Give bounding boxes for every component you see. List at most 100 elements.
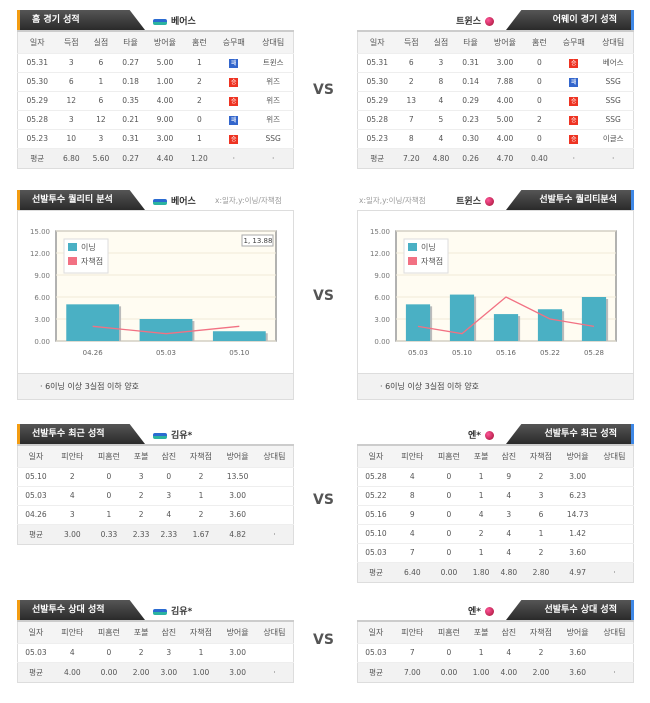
column-header: 피홈런 xyxy=(430,621,468,643)
win-badge: 승 xyxy=(229,77,239,87)
table-cell: 8 xyxy=(396,128,427,148)
table-cell: 3 xyxy=(154,642,183,662)
quality-left-panel: 선발투수 퀄리티 분석 베어스 x:일자,y:이닝/자책점 0.00 3.00 6.… xyxy=(17,190,294,400)
table-cell: 위즈 xyxy=(253,90,294,110)
innings-bar xyxy=(581,297,607,341)
table-cell: 05.03 xyxy=(17,642,54,662)
table-cell: 0.40 xyxy=(524,147,555,168)
table-cell: 0.21 xyxy=(115,109,146,129)
table-cell: 4 xyxy=(393,523,431,543)
table-cell: 2 xyxy=(182,504,220,524)
table-cell: 0 xyxy=(90,642,128,662)
column-header: 방어율 xyxy=(485,31,525,53)
table-cell: 10 xyxy=(56,128,87,148)
table-cell: 1 xyxy=(182,642,220,662)
pitcher-name: 김유* xyxy=(171,607,193,617)
pitcher-name: 엔* xyxy=(468,431,481,441)
team-name: 트윈스 xyxy=(456,17,481,27)
column-header: 피홈런 xyxy=(90,445,128,467)
away-games-table: 일자 득점 실점 타율 방어율 홈런 승무패 상대팀 05.31 6 3 0.31 3.00 0 승 베어스 0… xyxy=(357,30,634,169)
table-cell: 패 xyxy=(554,71,594,91)
table-cell: 3.00 xyxy=(219,642,256,662)
table-cell: 6.80 xyxy=(56,147,87,168)
table-row: 05.22 8 0 1 4 3 6.23 xyxy=(357,485,634,505)
y-tick-label: 12.00 xyxy=(30,250,50,258)
table-row: 05.23 10 3 0.31 3.00 1 승 SSG xyxy=(17,128,294,148)
table-cell: 13 xyxy=(396,90,427,110)
column-header: 홈런 xyxy=(524,31,555,53)
table-cell: 05.28 xyxy=(17,109,57,129)
table-cell: 2 xyxy=(184,71,215,91)
column-header: 일자 xyxy=(357,621,394,643)
table-cell: 2 xyxy=(524,109,555,129)
section-title: 선발투수 상대 성적 xyxy=(17,600,145,620)
column-header: 피안타 xyxy=(393,445,431,467)
table-cell: 05.29 xyxy=(17,90,57,110)
table-cell: 2 xyxy=(182,466,220,486)
table-cell: 베어스 xyxy=(593,52,634,72)
table-header-row: 일자 피안타 피홈런 포볼 삼진 자책점 방어율 상대팀 xyxy=(17,621,294,643)
table-cell: 0.14 xyxy=(455,71,486,91)
table-cell: 3 xyxy=(522,485,560,505)
average-row: 평균 4.00 0.00 2.00 3.00 1.00 3.00 · xyxy=(17,661,294,682)
win-badge: 승 xyxy=(569,134,579,144)
table-header-row: 일자 피안타 피홈런 포볼 삼진 자책점 방어율 상대팀 xyxy=(357,445,634,467)
table-cell: 6.40 xyxy=(393,561,431,582)
vs-right-table: 일자 피안타 피홈런 포볼 삼진 자책점 방어율 상대팀 05.03 7 0 1 4 2 3.60 평균 7.0… xyxy=(357,620,634,683)
table-cell: 0.18 xyxy=(115,71,146,91)
x-tick-label: 05.10 xyxy=(229,349,249,357)
win-badge: 승 xyxy=(569,96,579,106)
team-label: 베어스 xyxy=(153,14,196,27)
recent-right-panel: 선발투수 최근 성적 엔* 일자 피안타 피홈런 포볼 삼진 자책점 방어율 상대팀 05.28… xyxy=(357,424,634,583)
table-row: 05.28 4 0 1 9 2 3.00 xyxy=(357,466,634,486)
legend-label: 자책점 xyxy=(81,256,103,266)
column-header: 상대팀 xyxy=(255,621,294,643)
table-cell: 9 xyxy=(494,466,523,486)
bears-logo-icon xyxy=(153,18,167,25)
average-row: 평균 3.00 0.33 2.33 2.33 1.67 4.82 · xyxy=(17,523,294,544)
column-header: 자책점 xyxy=(522,445,560,467)
column-header: 포볼 xyxy=(127,621,155,643)
table-row: 05.29 13 4 0.29 4.00 0 승 SSG xyxy=(357,90,634,110)
x-tick-label: 05.22 xyxy=(540,349,560,357)
table-cell: 05.28 xyxy=(357,109,397,129)
table-cell: 0.23 xyxy=(455,109,486,129)
team-name: 트윈스 xyxy=(456,197,481,207)
column-header: 방어율 xyxy=(559,621,596,643)
table-cell: 3.00 xyxy=(145,128,185,148)
footnote-text: 6이닝 이상 3실점 이하 양호 xyxy=(385,382,480,391)
bears-logo-icon xyxy=(153,608,167,615)
table-cell: 1 xyxy=(184,128,215,148)
table-cell: 05.10 xyxy=(17,466,54,486)
table-cell: 1.67 xyxy=(182,523,220,544)
table-cell: · xyxy=(255,523,294,544)
table-cell: 13.50 xyxy=(219,466,256,486)
column-header: 실점 xyxy=(426,31,456,53)
vs-label: VS xyxy=(313,632,334,648)
legend-swatch xyxy=(408,243,417,251)
table-cell: 패 xyxy=(214,109,254,129)
table-cell: 7 xyxy=(393,542,431,562)
column-header: 피안타 xyxy=(53,621,91,643)
table-cell: 4.00 xyxy=(53,661,91,682)
vs-right-panel: 선발투수 상대 성적 엔* 일자 피안타 피홈런 포볼 삼진 자책점 방어율 상대팀 05.03… xyxy=(357,600,634,683)
table-cell: SSG xyxy=(253,128,294,148)
table-cell: 1 xyxy=(184,52,215,72)
table-row: 05.10 4 0 2 4 1 1.42 xyxy=(357,523,634,543)
table-cell: 05.10 xyxy=(357,523,394,543)
column-header: 피안타 xyxy=(53,445,91,467)
win-badge: 승 xyxy=(569,115,579,125)
y-tick-label: 9.00 xyxy=(374,272,390,280)
table-cell: 2 xyxy=(127,485,155,505)
table-cell: 0 xyxy=(524,71,555,91)
table-cell xyxy=(255,485,294,505)
table-cell: 4.80 xyxy=(426,147,456,168)
column-header: 승무패 xyxy=(554,31,594,53)
table-cell: 3 xyxy=(494,504,523,524)
table-cell xyxy=(255,642,294,662)
table-cell: 패 xyxy=(214,52,254,72)
table-cell: 3.00 xyxy=(219,661,256,682)
table-cell xyxy=(595,642,634,662)
y-tick-label: 12.00 xyxy=(370,250,390,258)
table-cell: 평균 xyxy=(17,147,57,168)
